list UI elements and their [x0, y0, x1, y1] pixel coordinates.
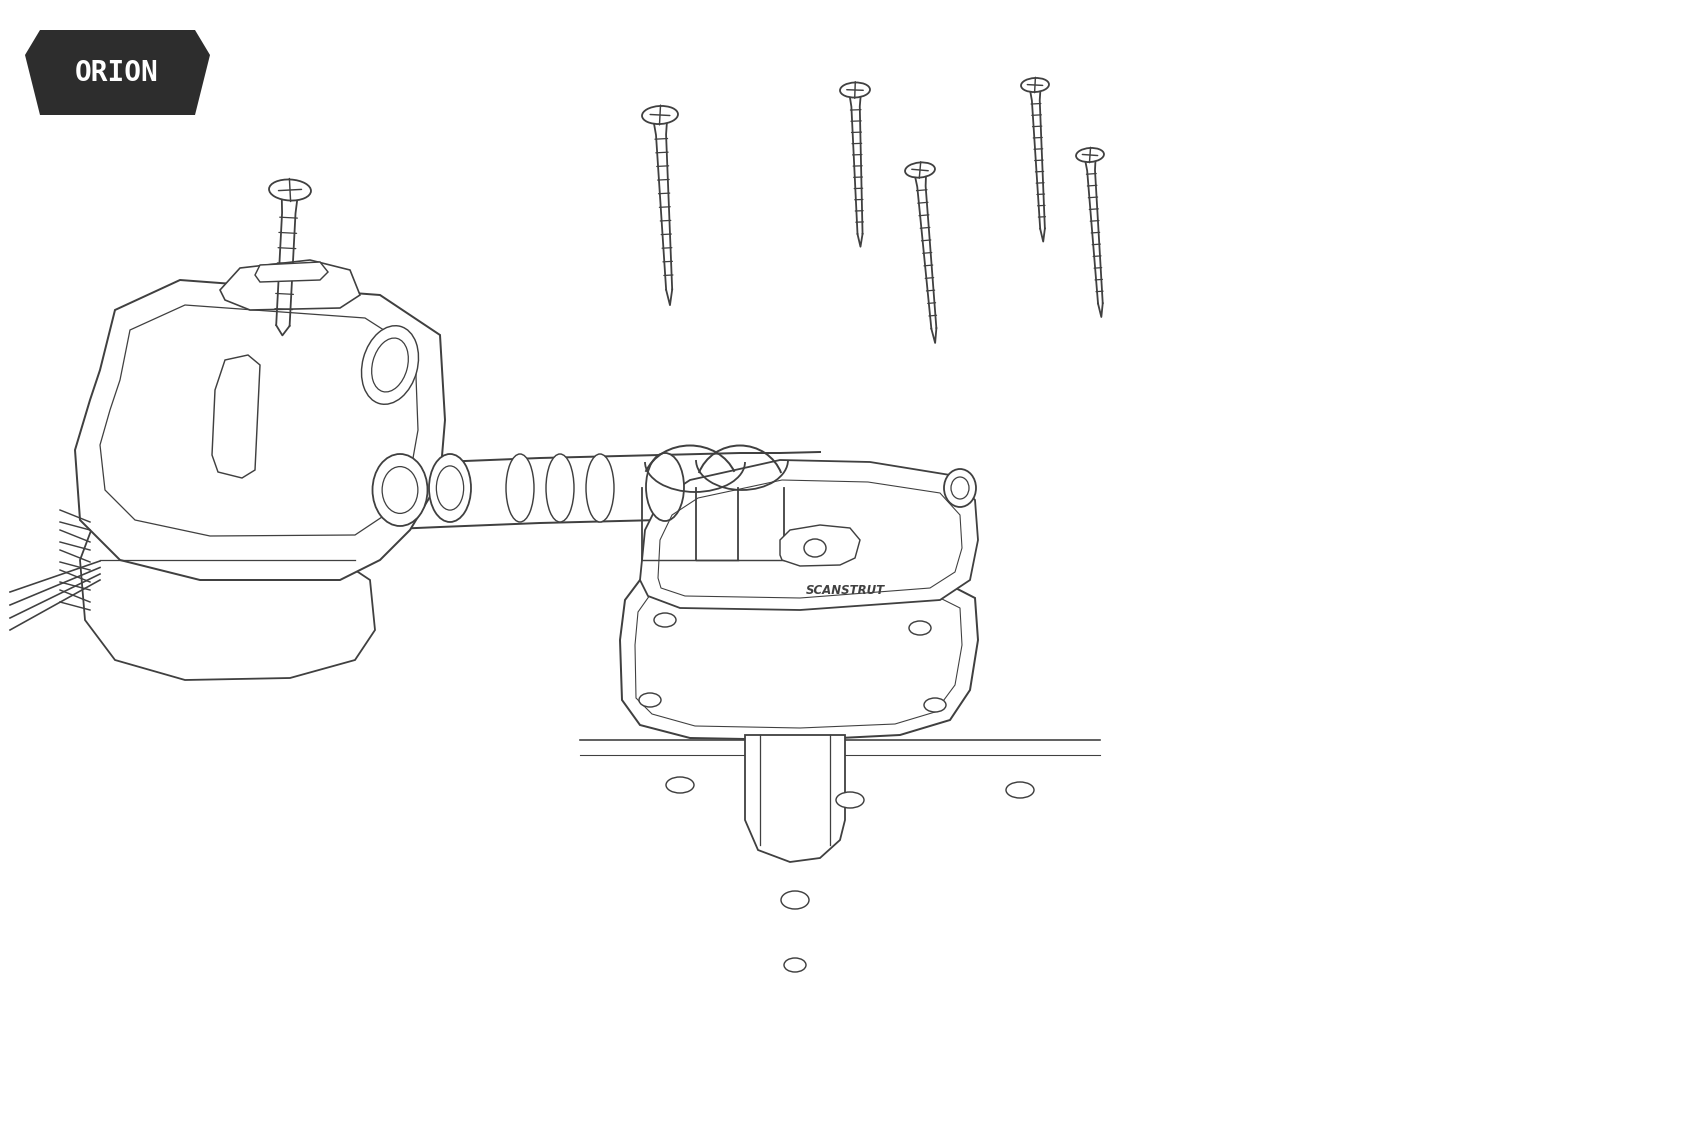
Ellipse shape: [782, 891, 809, 909]
Ellipse shape: [908, 621, 932, 634]
Ellipse shape: [905, 163, 935, 177]
Ellipse shape: [784, 958, 805, 973]
Text: ORION: ORION: [76, 60, 158, 86]
Ellipse shape: [666, 777, 694, 793]
Ellipse shape: [841, 82, 869, 98]
Ellipse shape: [436, 466, 463, 510]
Polygon shape: [212, 355, 259, 478]
Text: SCANSTRUT: SCANSTRUT: [805, 584, 885, 596]
Polygon shape: [745, 734, 844, 862]
Polygon shape: [640, 460, 977, 610]
Ellipse shape: [506, 454, 534, 522]
Polygon shape: [620, 568, 977, 740]
Ellipse shape: [382, 466, 418, 513]
Ellipse shape: [639, 693, 661, 707]
Polygon shape: [221, 261, 361, 310]
Ellipse shape: [642, 106, 677, 124]
Ellipse shape: [950, 477, 969, 499]
Ellipse shape: [586, 454, 613, 522]
Ellipse shape: [923, 699, 945, 712]
Ellipse shape: [645, 453, 684, 521]
Ellipse shape: [362, 326, 418, 404]
Ellipse shape: [372, 338, 408, 392]
Ellipse shape: [270, 180, 312, 201]
Ellipse shape: [1077, 148, 1104, 162]
Polygon shape: [79, 520, 376, 681]
Ellipse shape: [944, 469, 976, 506]
Polygon shape: [254, 262, 329, 282]
Ellipse shape: [836, 792, 864, 809]
Polygon shape: [25, 30, 211, 115]
Ellipse shape: [804, 539, 826, 557]
Ellipse shape: [1021, 77, 1050, 92]
Polygon shape: [780, 524, 859, 566]
Polygon shape: [76, 280, 445, 579]
Ellipse shape: [546, 454, 575, 522]
Ellipse shape: [1006, 782, 1035, 798]
Ellipse shape: [372, 454, 428, 526]
Ellipse shape: [430, 454, 472, 522]
Ellipse shape: [654, 613, 676, 627]
